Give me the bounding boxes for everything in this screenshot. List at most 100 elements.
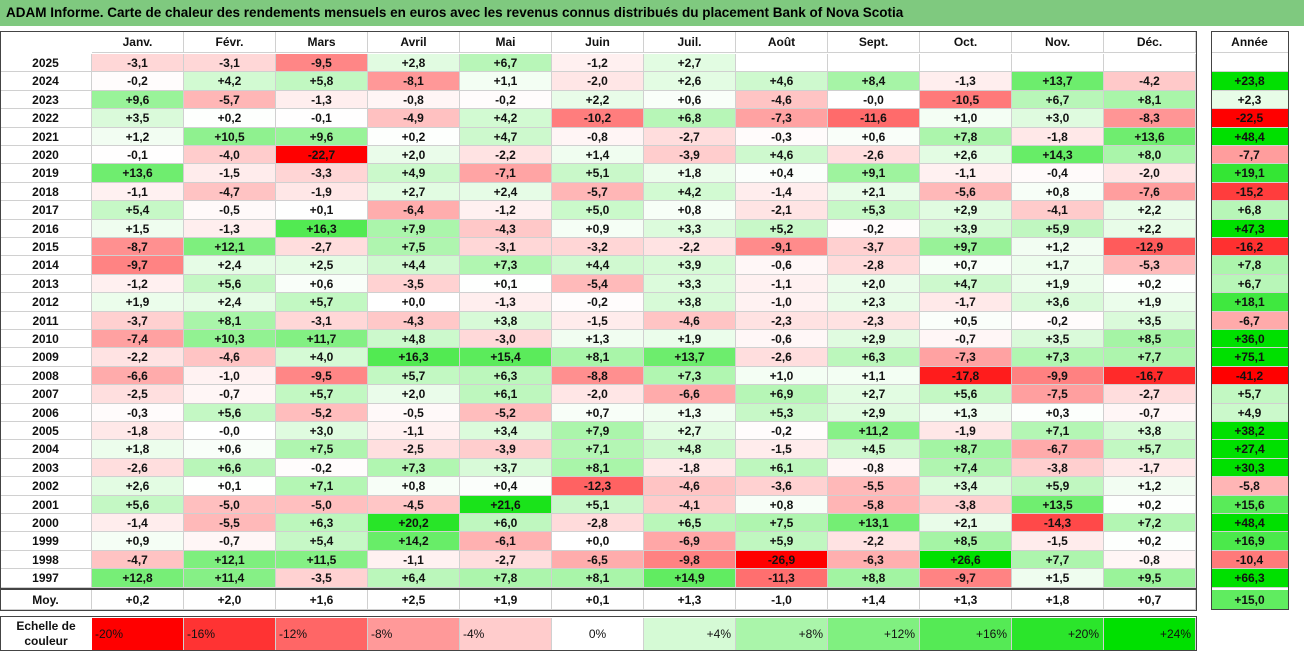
annual-cell: +36,0 <box>1211 330 1289 349</box>
heatmap-cell: -12,9 <box>1104 238 1196 257</box>
average-cell: +2,5 <box>368 589 460 610</box>
chart-title: ADAM Informe. Carte de chaleur des rende… <box>0 0 1304 26</box>
heatmap-cell: +3,4 <box>920 477 1012 496</box>
heatmap-cell: -2,1 <box>736 201 828 220</box>
heatmap-cell: -1,7 <box>920 293 1012 312</box>
heatmap-cell: -2,3 <box>828 311 920 330</box>
heatmap-cell: +8,1 <box>552 569 644 588</box>
heatmap-cell: +10,5 <box>184 127 276 146</box>
heatmap-cell: -5,0 <box>276 495 368 514</box>
heatmap-cell: +12,8 <box>92 569 184 588</box>
annual-cell: +47,3 <box>1211 219 1289 238</box>
heatmap-cell: +4,5 <box>828 440 920 459</box>
heatmap-cell: -1,0 <box>184 366 276 386</box>
heatmap-cell: +13,6 <box>92 164 184 183</box>
heatmap-cell: -2,8 <box>552 514 644 533</box>
color-scale-swatch: 0% <box>552 618 644 650</box>
heatmap-cell: -4,7 <box>92 550 184 570</box>
year-label: 2005 <box>0 422 92 441</box>
heatmap-cell: -9,7 <box>92 256 184 275</box>
heatmap-cell: +11,5 <box>276 550 368 570</box>
heatmap-cell: -0,6 <box>736 256 828 275</box>
heatmap-cell: -1,5 <box>1012 532 1104 551</box>
heatmap-cell: +2,4 <box>184 293 276 312</box>
heatmap-cell: +4,9 <box>368 164 460 183</box>
heatmap-cell: -0,4 <box>1012 164 1104 183</box>
heatmap-cell: +2,4 <box>460 182 552 202</box>
year-label: 2015 <box>0 238 92 257</box>
heatmap-cell: +14,9 <box>644 569 736 588</box>
annual-cell: +27,4 <box>1211 440 1289 459</box>
heatmap-cell: -2,2 <box>828 532 920 551</box>
year-label: 1999 <box>0 532 92 551</box>
heatmap-cell: +13,7 <box>1012 72 1104 91</box>
heatmap-cell: -0,0 <box>828 90 920 110</box>
annual-cell: -6,7 <box>1211 311 1289 330</box>
heatmap-cell: -0,7 <box>184 532 276 551</box>
heatmap-cell: +0,6 <box>828 127 920 146</box>
heatmap-cell: -1,5 <box>184 164 276 183</box>
average-cell: +1,4 <box>828 589 920 610</box>
heatmap-cell: +0,8 <box>736 495 828 514</box>
heatmap-cell <box>828 54 920 73</box>
heatmap-cell: -0,2 <box>92 72 184 91</box>
heatmap-cell: -7,5 <box>1012 385 1104 404</box>
heatmap-cell: -6,5 <box>552 550 644 570</box>
heatmap-cell: +4,2 <box>184 72 276 91</box>
year-label: 2006 <box>0 403 92 422</box>
heatmap-cell: -3,7 <box>828 238 920 257</box>
month-header: Juil. <box>644 31 736 53</box>
annual-cell: -7,7 <box>1211 146 1289 165</box>
year-label: 2016 <box>0 219 92 238</box>
heatmap-cell: +8,0 <box>1104 146 1196 165</box>
heatmap-cell: -5,2 <box>276 403 368 422</box>
heatmap-cell: +5,3 <box>736 403 828 422</box>
heatmap-cell: -17,8 <box>920 366 1012 386</box>
heatmap-cell: +5,2 <box>736 219 828 238</box>
heatmap-cell: -3,9 <box>460 440 552 459</box>
heatmap-cell: -4,6 <box>644 477 736 496</box>
heatmap-cell: +5,6 <box>920 385 1012 404</box>
heatmap-cell: -5,8 <box>828 495 920 514</box>
heatmap-cell: +5,3 <box>828 201 920 220</box>
heatmap-cell: -0,3 <box>736 127 828 146</box>
annual-cell: +48,4 <box>1211 514 1289 533</box>
heatmap-cell: -1,8 <box>644 458 736 478</box>
heatmap-cell: +0,4 <box>460 477 552 496</box>
heatmap-cell: -0,7 <box>920 330 1012 349</box>
heatmap-cell: +2,9 <box>828 403 920 422</box>
month-header: Mai <box>460 31 552 53</box>
heatmap-cell: +2,8 <box>368 54 460 73</box>
year-label: 1997 <box>0 569 92 588</box>
annual-cell: +7,8 <box>1211 256 1289 275</box>
heatmap-cell: +4,0 <box>276 348 368 367</box>
heatmap-cell: -0,8 <box>828 458 920 478</box>
heatmap-cell: +1,0 <box>736 366 828 386</box>
heatmap-cell: -2,7 <box>276 238 368 257</box>
average-cell: +0,1 <box>552 589 644 610</box>
heatmap-cell: +3,0 <box>276 422 368 441</box>
heatmap-cell: +5,7 <box>276 293 368 312</box>
heatmap-cell: +2,0 <box>368 385 460 404</box>
heatmap-cell: +4,8 <box>368 330 460 349</box>
heatmap-cell: +2,9 <box>920 201 1012 220</box>
heatmap-cell: -3,8 <box>1012 458 1104 478</box>
heatmap-cell: -3,5 <box>276 569 368 588</box>
heatmap-cell: +11,2 <box>828 422 920 441</box>
heatmap-cell: -8,1 <box>368 72 460 91</box>
heatmap-cell: +16,3 <box>368 348 460 367</box>
year-label: 2022 <box>0 109 92 128</box>
heatmap-cell: +9,7 <box>920 238 1012 257</box>
heatmap-cell: +11,4 <box>184 569 276 588</box>
heatmap-cell: +8,1 <box>552 348 644 367</box>
heatmap-cell: +8,7 <box>920 440 1012 459</box>
heatmap-cell <box>920 54 1012 73</box>
heatmap-cell <box>736 54 828 73</box>
year-label: 2025 <box>0 54 92 73</box>
heatmap-cell: +0,3 <box>1012 403 1104 422</box>
color-scale-label: Echelle de couleur <box>0 617 92 651</box>
heatmap-cell: +7,7 <box>1104 348 1196 367</box>
year-label: 2000 <box>0 514 92 533</box>
heatmap-cell: +3,9 <box>644 256 736 275</box>
annual-cell: +75,1 <box>1211 348 1289 367</box>
